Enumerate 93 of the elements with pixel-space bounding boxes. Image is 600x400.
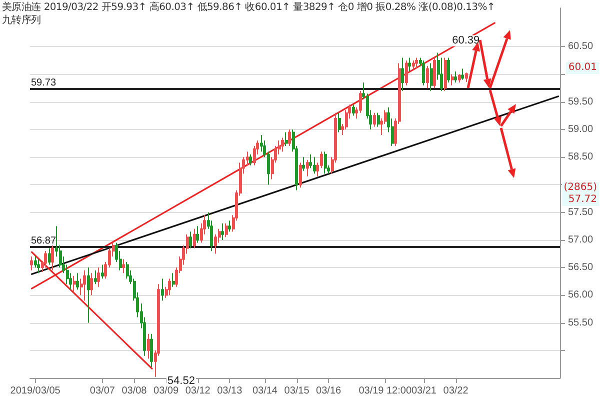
annotation: 振0.28% [376, 2, 416, 13]
candlestick [454, 71, 457, 84]
candlestick [161, 278, 164, 302]
candlestick [405, 60, 408, 86]
candlestick [299, 162, 302, 188]
candlestick [352, 104, 355, 116]
candlestick [83, 270, 86, 302]
candlestick [101, 264, 104, 280]
y-tick-label: 56.00 [568, 290, 594, 301]
candlestick [458, 74, 461, 84]
text: (2865) 57.72 [562, 182, 599, 206]
text: 54.52 [167, 374, 195, 387]
candlestick [30, 256, 33, 271]
y-tick-label: 57.00 [568, 234, 594, 246]
candlestick [373, 112, 376, 128]
candlestick [44, 250, 47, 268]
candlestick [281, 137, 284, 152]
x-tick-label: 03/21 [411, 386, 437, 396]
candlestick [433, 57, 436, 89]
y-tick-label: 59.00 [568, 124, 594, 135]
annotation: 增0 [356, 2, 373, 13]
candlestick [412, 60, 415, 70]
ref-line-label: 59.73 [31, 78, 56, 89]
y-tick-label: 58.50 [568, 152, 594, 163]
candlestick [37, 258, 40, 274]
x-tick-label: 03/12 [185, 386, 211, 396]
candlestick [225, 222, 228, 238]
candlestick [288, 128, 291, 147]
candlestick [228, 220, 231, 232]
x-tick-label: 03/13 [217, 386, 243, 396]
candlestick [306, 159, 309, 177]
annotation: 高60.03↑ [149, 2, 194, 13]
candlestick [196, 226, 199, 244]
candlestick [461, 68, 464, 80]
candlestick [147, 333, 150, 360]
candlestick [313, 156, 316, 174]
candlestick [189, 231, 192, 249]
candlestick [122, 258, 125, 274]
candlestick [51, 244, 54, 271]
candlestick [324, 151, 327, 174]
candlestick [249, 154, 252, 166]
candlestick [447, 57, 450, 84]
candlestick [172, 272, 175, 288]
candlestick [285, 132, 288, 147]
x-tick-label: 03/22 [443, 386, 469, 396]
candlestick [94, 270, 97, 285]
annotation: 量3829↑ [293, 2, 336, 13]
annotation: 低59.86↑ [197, 2, 242, 13]
candlestick [430, 62, 433, 92]
text: 60.39 [452, 34, 480, 47]
candlestick [193, 228, 196, 249]
candlestick [444, 57, 447, 92]
annotation: 涨(0.08)0.13%↑ [418, 2, 495, 13]
chart-title: 美原油连 [2, 2, 41, 13]
candlestick [377, 112, 380, 128]
candlestick [451, 74, 454, 86]
x-tick-label: 03/15 [284, 386, 310, 396]
annotation: 开59.93↑ [101, 2, 146, 13]
x-tick-label: 2019/03/05 [10, 386, 61, 396]
x-tick-label: 03/16 [316, 386, 342, 396]
x-tick-label: 03/07 [90, 386, 116, 396]
candlestick [90, 272, 93, 296]
candlestick [97, 267, 100, 288]
y-tick-label: 56.50 [568, 262, 594, 274]
text: 九转序列 [2, 14, 42, 27]
ref-line-label: 56.87 [31, 236, 56, 247]
annotation: 收60.01↑ [245, 2, 290, 13]
y-tick-label: 55.50 [568, 317, 594, 328]
candlestick [302, 156, 305, 172]
candlestick [221, 222, 224, 240]
text: 60.01 [566, 62, 599, 74]
candlestick [401, 57, 404, 92]
candlestick [150, 333, 153, 368]
candlestick [76, 272, 79, 290]
candlestick [415, 57, 418, 70]
candlestick [408, 57, 411, 72]
x-tick-label: 03/08 [122, 386, 148, 396]
candlestick [338, 112, 341, 133]
candlestick [168, 278, 171, 296]
candlestick [87, 267, 90, 324]
x-tick-label: 03/19 12:00 [358, 386, 412, 396]
candlestick [422, 60, 425, 86]
x-tick-label: 03/14 [252, 386, 278, 396]
x-tick-label: 03/09 [154, 386, 179, 396]
candlestick [426, 65, 429, 89]
candlestick [465, 72, 468, 82]
candlestick [48, 248, 51, 266]
y-tick-label: 59.50 [568, 96, 594, 108]
y-tick-label: 60.50 [568, 41, 594, 52]
y-tick-label: 57.50 [568, 206, 594, 218]
annotation: 仓0 [338, 2, 354, 13]
annotation: 2019/03/22 [44, 2, 98, 13]
candlestick [73, 275, 76, 293]
